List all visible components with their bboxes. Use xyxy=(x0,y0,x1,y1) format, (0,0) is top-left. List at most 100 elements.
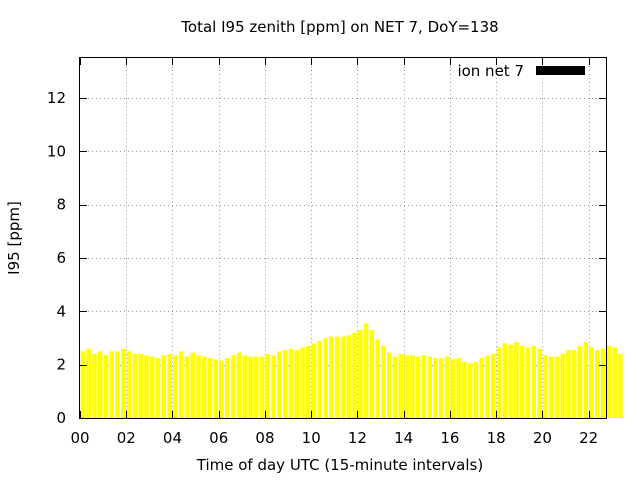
bar xyxy=(502,343,508,418)
bar xyxy=(462,362,467,418)
legend-label: ion net 7 xyxy=(457,62,524,80)
bar xyxy=(508,344,513,418)
bar xyxy=(363,323,369,418)
bar xyxy=(150,356,155,418)
y-tick-label: 10 xyxy=(47,142,66,160)
x-axis-label: Time of day UTC (15-minute intervals) xyxy=(196,456,483,474)
bar xyxy=(109,351,115,418)
bar xyxy=(491,354,496,418)
bar xyxy=(103,355,109,418)
bar xyxy=(207,358,213,418)
bar xyxy=(173,355,178,418)
x-tick-label: 14 xyxy=(394,429,413,447)
bar xyxy=(398,354,404,418)
bar xyxy=(196,355,201,418)
y-axis-label: I95 [ppm] xyxy=(5,201,23,275)
bar xyxy=(450,359,456,418)
bar xyxy=(225,358,230,418)
bar xyxy=(386,352,392,418)
bar xyxy=(571,350,577,418)
bar xyxy=(525,347,531,418)
bar xyxy=(375,339,380,418)
bar xyxy=(323,338,328,418)
x-tick-label: 16 xyxy=(440,429,459,447)
bar xyxy=(566,350,571,418)
bar xyxy=(415,356,421,418)
bar xyxy=(479,358,484,418)
y-tick-label: 6 xyxy=(56,249,66,267)
bar xyxy=(288,348,294,418)
bar xyxy=(155,358,161,418)
bar xyxy=(606,346,612,418)
bar xyxy=(340,336,346,418)
bar xyxy=(311,343,317,418)
bar xyxy=(392,356,398,418)
bar xyxy=(282,350,288,418)
bar xyxy=(485,355,490,418)
bar xyxy=(595,350,600,418)
bar xyxy=(115,351,120,418)
bar xyxy=(543,355,548,418)
x-tick-label: 12 xyxy=(348,429,367,447)
x-tick-label: 02 xyxy=(117,429,136,447)
bar xyxy=(410,355,415,418)
bar xyxy=(121,348,126,418)
bar xyxy=(381,346,386,418)
bar xyxy=(317,340,323,418)
y-tick-label: 0 xyxy=(56,409,66,427)
bar xyxy=(583,342,589,418)
bar xyxy=(86,348,91,418)
bar xyxy=(548,356,554,418)
bar xyxy=(265,354,271,418)
bar xyxy=(184,356,190,418)
y-tick-label: 8 xyxy=(56,196,66,214)
bar xyxy=(612,347,617,418)
bar xyxy=(138,354,143,418)
x-tick-label: 10 xyxy=(302,429,321,447)
bar xyxy=(144,355,149,418)
bar xyxy=(254,356,259,418)
bar xyxy=(80,351,86,418)
x-tick-label: 20 xyxy=(533,429,552,447)
bar xyxy=(306,346,311,418)
bar xyxy=(92,354,97,418)
bar xyxy=(537,348,542,418)
x-tick-label: 00 xyxy=(70,429,89,447)
bar xyxy=(334,336,340,418)
x-tick-label: 22 xyxy=(579,429,598,447)
bar xyxy=(329,336,334,418)
x-tick-label: 18 xyxy=(487,429,506,447)
bar xyxy=(577,346,583,418)
bar xyxy=(352,332,357,418)
plot-frame xyxy=(79,57,607,419)
bar xyxy=(132,354,138,418)
bar xyxy=(439,358,444,418)
bar xyxy=(126,351,132,418)
x-tick-label: 04 xyxy=(163,429,182,447)
bar xyxy=(531,346,536,418)
bar xyxy=(248,356,253,418)
bar xyxy=(178,351,184,418)
bar xyxy=(369,330,375,418)
legend-swatch xyxy=(536,66,585,75)
bar xyxy=(514,342,519,418)
bar xyxy=(456,358,461,418)
bar xyxy=(202,356,207,418)
bar xyxy=(519,346,525,418)
bar xyxy=(167,354,172,418)
chart-title: Total I95 zenith [ppm] on NET 7, DoY=138 xyxy=(180,18,498,36)
bar xyxy=(346,335,352,418)
bar xyxy=(554,356,560,418)
bar xyxy=(219,360,224,418)
bar xyxy=(230,355,236,418)
bar xyxy=(294,350,300,418)
bar xyxy=(358,330,363,418)
bar xyxy=(190,352,195,418)
bar xyxy=(404,355,409,418)
bar xyxy=(618,354,623,418)
bar xyxy=(473,362,479,418)
bar xyxy=(560,354,565,418)
bar xyxy=(600,348,606,418)
